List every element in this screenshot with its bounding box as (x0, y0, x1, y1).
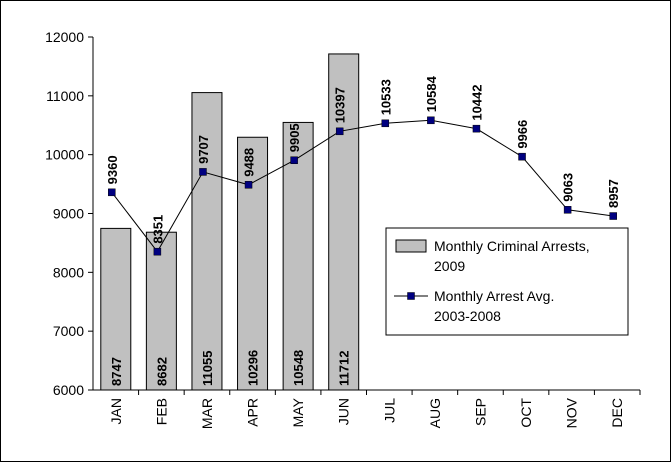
bar-value-label: 11055 (200, 351, 215, 386)
bar-value-label: 8682 (154, 357, 169, 386)
bar (282, 121, 314, 391)
line-value-label: 10397 (333, 87, 348, 123)
bar (237, 136, 269, 391)
line-marker (563, 206, 572, 214)
line-value-label: 9905 (287, 123, 302, 152)
line-marker (199, 168, 207, 176)
y-tick-label: 7000 (53, 323, 84, 339)
line-marker (108, 188, 116, 197)
bar-value-label: 8747 (109, 357, 124, 386)
line-value-label: 9707 (196, 135, 211, 164)
line-marker (381, 119, 390, 128)
x-tick-label: JAN (108, 398, 124, 424)
line-value-label: 9063 (561, 173, 576, 202)
x-tick-label: AUG (427, 398, 443, 428)
legend-marker (407, 292, 415, 300)
legend-label: Monthly Criminal Arrests, 2009 (434, 238, 590, 274)
legend-label: Monthly Arrest Avg. 2003-2008 (434, 288, 554, 324)
bar (328, 53, 360, 391)
line-value-label: 8351 (150, 215, 165, 244)
line-marker (335, 127, 344, 136)
line-value-label: 9488 (242, 148, 257, 177)
bar (100, 227, 132, 391)
x-tick-label: JUL (381, 398, 397, 423)
line-marker (153, 247, 162, 256)
legend-swatch (395, 239, 427, 253)
x-tick-label: DEC (609, 398, 625, 428)
line-marker (609, 212, 617, 220)
x-tick-label: APR (245, 398, 261, 427)
x-tick-label: FEB (153, 398, 169, 425)
bar (191, 92, 223, 391)
y-tick-label: 12000 (45, 29, 84, 45)
y-tick-label: 6000 (53, 382, 84, 398)
line-marker (472, 124, 481, 133)
y-tick-label: 11000 (46, 88, 84, 104)
x-tick-label: JUN (336, 398, 352, 425)
line-value-label: 10584 (424, 75, 439, 112)
line-value-label: 9360 (105, 155, 120, 184)
bar-value-label: 11712 (337, 351, 352, 386)
line-marker (290, 156, 298, 165)
bar-value-label: 10548 (291, 350, 306, 386)
y-tick-label: 10000 (45, 147, 84, 163)
line-value-label: 9966 (515, 120, 530, 149)
line-marker (518, 152, 526, 161)
x-tick-label: OCT (518, 398, 534, 428)
x-tick-label: MAR (199, 398, 215, 429)
x-tick-label: MAY (290, 397, 306, 427)
bar-value-label: 10296 (246, 350, 261, 386)
line-marker (244, 181, 253, 189)
line-value-label: 10533 (378, 79, 393, 115)
y-tick-label: 8000 (53, 264, 84, 280)
x-tick-label: SEP (472, 398, 488, 426)
y-tick-label: 9000 (53, 206, 84, 222)
x-tick-label: NOV (564, 397, 580, 428)
line-value-label: 8957 (606, 179, 621, 208)
line-value-label: 10442 (469, 85, 484, 121)
bar (145, 231, 177, 391)
line-marker (427, 116, 435, 125)
line (111, 119, 614, 253)
